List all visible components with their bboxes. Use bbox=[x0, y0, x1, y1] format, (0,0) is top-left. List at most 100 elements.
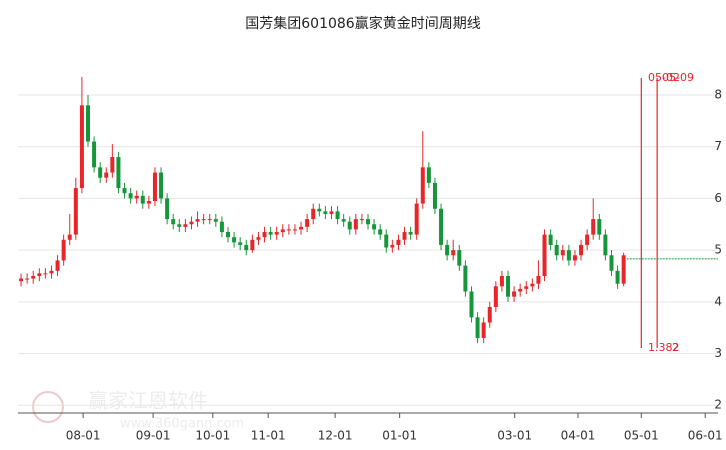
x-tick-label: 09-01 bbox=[136, 429, 171, 443]
candle-body bbox=[560, 250, 565, 256]
candle-body bbox=[366, 219, 370, 225]
candle-body bbox=[420, 167, 425, 204]
x-tick-label: 10-01 bbox=[195, 429, 230, 443]
chart-title: 国芳集团601086赢家黄金时间周期线 bbox=[245, 15, 480, 32]
candle-body bbox=[481, 322, 486, 339]
x-tick-label: 12-01 bbox=[318, 429, 353, 443]
candle-body bbox=[122, 188, 127, 194]
candle-body bbox=[195, 219, 200, 222]
candle-body bbox=[439, 208, 444, 245]
candle-body bbox=[603, 234, 608, 256]
candle-body bbox=[159, 172, 164, 199]
candle-body bbox=[384, 234, 389, 248]
candle-body bbox=[250, 239, 255, 251]
candle-body bbox=[86, 105, 90, 142]
candle-body bbox=[268, 232, 273, 235]
candle-body bbox=[67, 234, 72, 240]
candle-body bbox=[207, 219, 212, 221]
cycle-date-label: 05-02 bbox=[648, 71, 680, 84]
candle-body bbox=[432, 182, 437, 209]
candle-body bbox=[359, 219, 364, 221]
x-tick-label: 03-01 bbox=[497, 429, 532, 443]
watermark-url: www.360gann.com bbox=[120, 417, 244, 432]
candle-body bbox=[536, 275, 541, 284]
y-tick-label: 3 bbox=[714, 346, 722, 360]
candle-body bbox=[347, 221, 352, 230]
candle-body bbox=[493, 286, 498, 307]
candle-body bbox=[286, 229, 291, 231]
candle-body bbox=[201, 219, 206, 221]
candle-body bbox=[165, 198, 170, 220]
candle-body bbox=[591, 219, 596, 235]
candle-body bbox=[512, 291, 517, 297]
x-tick-label: 08-01 bbox=[66, 429, 101, 443]
candle-body bbox=[554, 244, 559, 256]
candle-body bbox=[426, 167, 431, 183]
candle-body bbox=[226, 232, 230, 238]
candle-body bbox=[414, 203, 419, 235]
candle-body bbox=[621, 255, 626, 284]
x-tick-label: 11-01 bbox=[251, 429, 286, 443]
candle-body bbox=[73, 188, 78, 235]
candle-body bbox=[256, 237, 261, 240]
candle-body bbox=[274, 232, 279, 235]
candle-body bbox=[299, 226, 304, 230]
candle-body bbox=[451, 250, 456, 256]
y-tick-label: 2 bbox=[714, 398, 722, 412]
cycle-ratio-label: 2 bbox=[672, 341, 679, 354]
candle-body bbox=[372, 224, 377, 230]
y-tick-label: 4 bbox=[714, 294, 722, 308]
candle-body bbox=[597, 219, 602, 235]
candle-body bbox=[542, 234, 547, 276]
candle-body bbox=[189, 221, 194, 225]
watermark: 赢家江恩软件 www.360gann.com bbox=[32, 389, 244, 432]
candle-body bbox=[244, 244, 249, 251]
y-tick-label: 7 bbox=[714, 139, 722, 153]
candle-body bbox=[615, 270, 620, 284]
candle-body bbox=[572, 255, 577, 261]
candle-body bbox=[317, 208, 322, 212]
watermark-text: 赢家江恩软件 bbox=[88, 389, 208, 413]
candle-body bbox=[463, 265, 468, 292]
candle-body bbox=[92, 141, 97, 168]
cycle-ratio-label: 1.382 bbox=[648, 341, 680, 354]
candle-body bbox=[31, 275, 36, 279]
candle-body bbox=[19, 278, 24, 282]
candle-body bbox=[585, 234, 590, 245]
candle-body bbox=[305, 219, 310, 227]
candle-body bbox=[280, 229, 285, 233]
candle-body bbox=[353, 219, 358, 230]
candle-body bbox=[609, 255, 614, 271]
candle-body bbox=[146, 200, 151, 204]
candle-body bbox=[43, 273, 48, 275]
x-tick-label: 01-01 bbox=[382, 429, 417, 443]
candle-body bbox=[262, 232, 267, 238]
candle-body bbox=[487, 306, 492, 323]
candle-body bbox=[402, 232, 407, 240]
candle-body bbox=[566, 250, 571, 261]
y-tick-label: 5 bbox=[714, 243, 722, 257]
candle-body bbox=[579, 244, 584, 256]
candle-body bbox=[110, 157, 115, 173]
candle-body bbox=[232, 237, 237, 243]
candle-body bbox=[329, 211, 334, 214]
candle-body bbox=[548, 234, 553, 245]
candle-body bbox=[25, 278, 30, 280]
candle-body bbox=[171, 219, 176, 225]
y-tick-label: 8 bbox=[714, 87, 722, 101]
candle-body bbox=[524, 286, 529, 289]
candle-body bbox=[116, 157, 121, 189]
candle-body bbox=[475, 317, 480, 339]
candle-body bbox=[37, 273, 42, 276]
candle-body bbox=[49, 270, 54, 274]
candle-body bbox=[140, 195, 145, 204]
candle-body bbox=[378, 229, 383, 235]
candle-body bbox=[311, 208, 316, 220]
candle-body bbox=[177, 224, 182, 227]
x-tick-label: 06-01 bbox=[688, 429, 723, 443]
candle-body bbox=[128, 193, 133, 199]
candle-body bbox=[335, 211, 340, 220]
candle-body bbox=[506, 275, 510, 297]
candle-body bbox=[134, 195, 139, 199]
